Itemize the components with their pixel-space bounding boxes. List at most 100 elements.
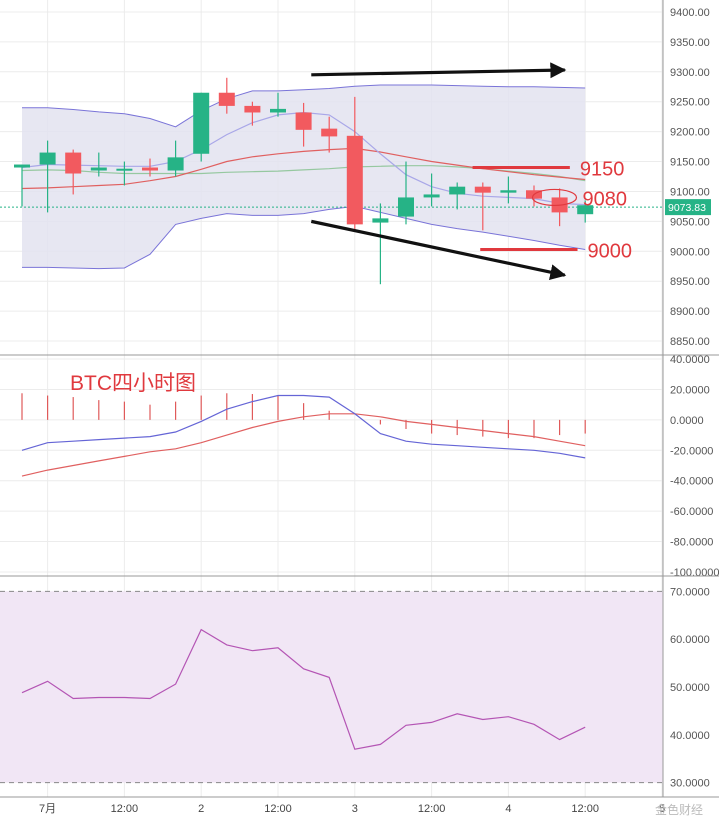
candle-body <box>500 190 517 193</box>
candle <box>39 140 56 213</box>
candle <box>65 149 82 195</box>
candle <box>193 92 210 162</box>
candle-body <box>193 92 210 154</box>
macd-dea-line <box>21 413 586 477</box>
time-tick-label: 5 <box>659 803 665 815</box>
candle-body <box>116 168 133 171</box>
ma-mid-line <box>21 147 586 190</box>
candle <box>577 200 594 223</box>
bollinger-band-fill <box>22 85 586 269</box>
price-tick-label: 9200.00 <box>670 127 710 139</box>
macd-tick-label: -100.0000 <box>670 567 719 579</box>
candle <box>116 161 133 186</box>
macd-tick-label: -60.0000 <box>670 506 713 518</box>
time-tick-label: 12:00 <box>111 803 139 815</box>
annotation-circle <box>531 188 578 207</box>
current-price-badge <box>665 199 711 216</box>
candle-body <box>90 167 107 171</box>
macd-tick-label: 20.0000 <box>670 384 710 396</box>
candle-body <box>577 205 594 215</box>
time-axis: 7月 12:00 2 12:00 3 12:00 4 12:00 5 <box>39 803 665 815</box>
time-tick-label: 4 <box>505 803 511 815</box>
macd-tick-label: 40.0000 <box>670 354 710 366</box>
time-tick-label: 2 <box>198 803 204 815</box>
watermark: 金色财经 <box>655 802 703 817</box>
candle <box>321 116 338 153</box>
candle-body <box>14 164 30 168</box>
macd-dif-line <box>21 394 586 459</box>
price-tick-label: 9000.00 <box>670 246 710 258</box>
price-tick-label: 8850.00 <box>670 336 710 348</box>
time-tick-label: 12:00 <box>418 803 446 815</box>
price-tick-label: 9150.00 <box>670 157 710 169</box>
candle-body <box>295 112 312 130</box>
price-tick-label: 9300.00 <box>670 67 710 79</box>
candle <box>500 176 517 204</box>
rsi-line <box>21 628 586 750</box>
rsi-band-fill <box>0 591 663 783</box>
candle-body <box>167 157 184 171</box>
candle <box>372 203 389 285</box>
trend-arrow <box>311 62 567 79</box>
price-tick-label: 9400.00 <box>670 7 710 19</box>
candle <box>346 96 363 231</box>
macd-panel: 40.0000 20.0000 0.0000 -20.0000 -40.0000 -60.… <box>21 354 719 579</box>
candle-body <box>218 92 235 106</box>
candle-body <box>270 108 286 113</box>
candle-body <box>244 105 261 113</box>
level-label: 9150 <box>580 159 625 181</box>
price-tick-label: 9100.00 <box>670 186 710 198</box>
candle-body <box>142 167 158 171</box>
candle-body <box>474 186 491 193</box>
candle <box>423 173 440 207</box>
candle <box>270 92 286 117</box>
candle <box>218 77 235 114</box>
price-panel: 9150 9000 9080 9400.00 9350.00 9300.00 9250.00… <box>0 7 711 348</box>
macd-tick-label: -80.0000 <box>670 537 713 549</box>
candle-body <box>65 152 82 174</box>
candle <box>90 152 107 177</box>
price-tick-label: 9250.00 <box>670 97 710 109</box>
frame <box>0 0 719 798</box>
candle <box>398 161 414 225</box>
time-tick-label: 7月 <box>39 803 56 815</box>
rsi-tick-label: 50.0000 <box>670 682 710 694</box>
candle <box>474 182 491 231</box>
time-tick-label: 12:00 <box>264 803 292 815</box>
candle <box>167 140 184 177</box>
candle-body <box>449 186 466 195</box>
candle <box>244 101 261 126</box>
rsi-tick-label: 30.0000 <box>670 778 710 790</box>
time-tick-label: 3 <box>352 803 358 815</box>
candle-body <box>321 128 338 137</box>
trend-arrow <box>310 219 567 281</box>
current-price-label: 9073.83 <box>668 202 706 214</box>
rsi-panel: 70.0000 60.0000 50.0000 40.0000 30.0000 <box>0 586 710 790</box>
bollinger-upper-line <box>22 84 586 128</box>
candle <box>14 164 30 207</box>
candle <box>449 182 466 210</box>
price-tick-label: 8900.00 <box>670 306 710 318</box>
circle-label: 9080 <box>582 188 627 210</box>
rsi-tick-label: 70.0000 <box>670 586 710 598</box>
macd-tick-label: 0.0000 <box>670 415 704 427</box>
rsi-tick-label: 40.0000 <box>670 730 710 742</box>
candle-body <box>346 135 363 225</box>
candle-body <box>398 197 414 217</box>
level-label: 9000 <box>588 240 633 262</box>
rsi-tick-label: 60.0000 <box>670 634 710 646</box>
price-tick-label: 8950.00 <box>670 276 710 288</box>
time-tick-label: 12:00 <box>571 803 599 815</box>
macd-tick-label: -40.0000 <box>670 476 713 488</box>
price-tick-label: 9350.00 <box>670 37 710 49</box>
candle <box>295 102 312 147</box>
macd-tick-label: -20.0000 <box>670 445 713 457</box>
macd-panel-title: BTC四小时图 <box>70 372 196 395</box>
price-tick-label: 9050.00 <box>670 216 710 228</box>
candle-body <box>39 152 56 165</box>
candle-body <box>372 218 389 223</box>
candle <box>142 158 158 177</box>
candle-body <box>423 194 440 198</box>
bollinger-lower-line <box>22 205 586 270</box>
